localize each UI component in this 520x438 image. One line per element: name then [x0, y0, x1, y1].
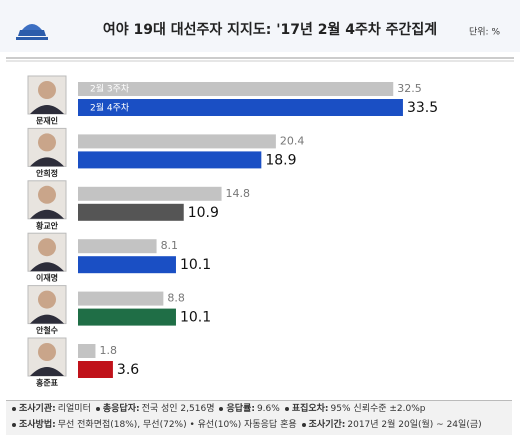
- photo-head: [38, 185, 56, 204]
- value-label: 14.8: [226, 187, 251, 200]
- value-label: 10.1: [180, 310, 211, 326]
- candidate-photo: [27, 180, 67, 220]
- value-label: 3.6: [117, 362, 139, 378]
- value-label: 8.1: [161, 239, 179, 252]
- header-bg: [0, 0, 520, 52]
- value-label: 33.5: [407, 100, 438, 116]
- note-item: 표집오차: 95% 신뢰수준 ±2.0%p: [284, 404, 426, 414]
- chart-title: 여야 19대 대선주자 지지도: '17년 2월 4주차 주간집계: [103, 21, 437, 38]
- note-text: 95% 신뢰수준 ±2.0%p: [330, 404, 426, 414]
- photo-head: [38, 238, 56, 257]
- note-item: 조사기간: 2017년 2월 20일(월) ~ 24일(금): [301, 420, 482, 430]
- note-line: 조사기관: 리얼미터 총응답자: 전국 성인 2,516명 응답률: 9.6% 표집오차: 9…: [6, 401, 512, 417]
- bar-current: [78, 361, 113, 378]
- photo-body: [30, 262, 64, 272]
- unit-label: 단위: %: [469, 27, 500, 38]
- photo-body: [30, 157, 64, 167]
- note-line: 조사방법: 무선 전화면접(18%), 무선(72%) • 유선(10%) 자동응…: [6, 417, 512, 433]
- value-label: 32.5: [397, 82, 422, 95]
- photo-head: [38, 133, 56, 152]
- value-label: 18.9: [265, 152, 296, 168]
- legend-label: 2월 3주차: [90, 83, 130, 95]
- bullet: [284, 406, 289, 411]
- note-label: 조사방법:: [19, 420, 56, 430]
- candidate-photo: [27, 337, 67, 377]
- note-text: 무선 전화면접(18%), 무선(72%) • 유선(10%) 자동응답 혼용: [57, 420, 297, 430]
- photo-body: [30, 105, 64, 114]
- note-text: 전국 성인 2,516명: [141, 404, 215, 414]
- value-label: 10.1: [180, 257, 211, 273]
- value-label: 1.8: [99, 344, 117, 357]
- candidate-name: 안희정: [36, 168, 58, 178]
- bar-current: [78, 99, 403, 116]
- note-text: 리얼미터: [57, 404, 91, 414]
- note-text: 2017년 2월 20일(월) ~ 24일(금): [347, 420, 482, 430]
- note-label: 표집오차:: [291, 404, 329, 414]
- bullet: [219, 406, 224, 411]
- note-label: 조사기간:: [308, 420, 346, 430]
- value-label: 8.8: [167, 292, 185, 305]
- note-label: 응답률:: [226, 404, 255, 414]
- bar-previous: [78, 82, 394, 96]
- note-text: 9.6%: [256, 404, 280, 414]
- bar-current: [78, 308, 176, 326]
- bullet: [12, 422, 16, 427]
- note-label: 총응답자:: [102, 404, 140, 414]
- bullet: [95, 406, 100, 411]
- value-label: 10.9: [188, 205, 219, 221]
- photo-head: [38, 290, 56, 309]
- note-item: 총응답자: 전국 성인 2,516명: [95, 404, 215, 414]
- candidate-name: 이재명: [36, 273, 58, 283]
- bullet: [301, 422, 306, 427]
- candidate-name: 홍준표: [36, 378, 59, 388]
- note-item: 응답률: 9.6%: [219, 404, 280, 414]
- bar-previous: [78, 291, 164, 306]
- footer: 조사기관: 리얼미터 총응답자: 전국 성인 2,516명 응답률: 9.6% 표집오차: 9…: [6, 400, 512, 435]
- photo-head: [38, 343, 56, 361]
- candidate-photo: [27, 285, 67, 325]
- emblem: [16, 24, 48, 40]
- bar-current: [78, 151, 262, 169]
- bar-previous: [78, 239, 157, 254]
- note-label: 조사기관:: [19, 404, 56, 414]
- candidate-photo: [27, 127, 67, 167]
- bar-current: [78, 256, 176, 274]
- note-item: 조사방법: 무선 전화면접(18%), 무선(72%) • 유선(10%) 자동응…: [12, 420, 297, 430]
- photo-head: [38, 81, 56, 99]
- note-item: 조사기관: 리얼미터: [12, 404, 91, 414]
- candidate-name: 안철수: [36, 325, 59, 335]
- legend-label: 2월 4주차: [90, 102, 130, 114]
- bullet: [12, 406, 16, 411]
- candidate-photo: [27, 75, 67, 115]
- value-label: 20.4: [280, 134, 305, 147]
- photo-body: [30, 209, 64, 219]
- photo-body: [30, 314, 64, 324]
- candidate-name: 문재인: [36, 116, 58, 126]
- bar-previous: [78, 344, 96, 358]
- candidate-name: 황교안: [36, 220, 59, 230]
- bar-previous: [78, 134, 276, 149]
- photo-body: [30, 367, 64, 376]
- bar-previous: [78, 186, 222, 201]
- bar-current: [78, 203, 184, 221]
- candidate-photo: [27, 232, 67, 272]
